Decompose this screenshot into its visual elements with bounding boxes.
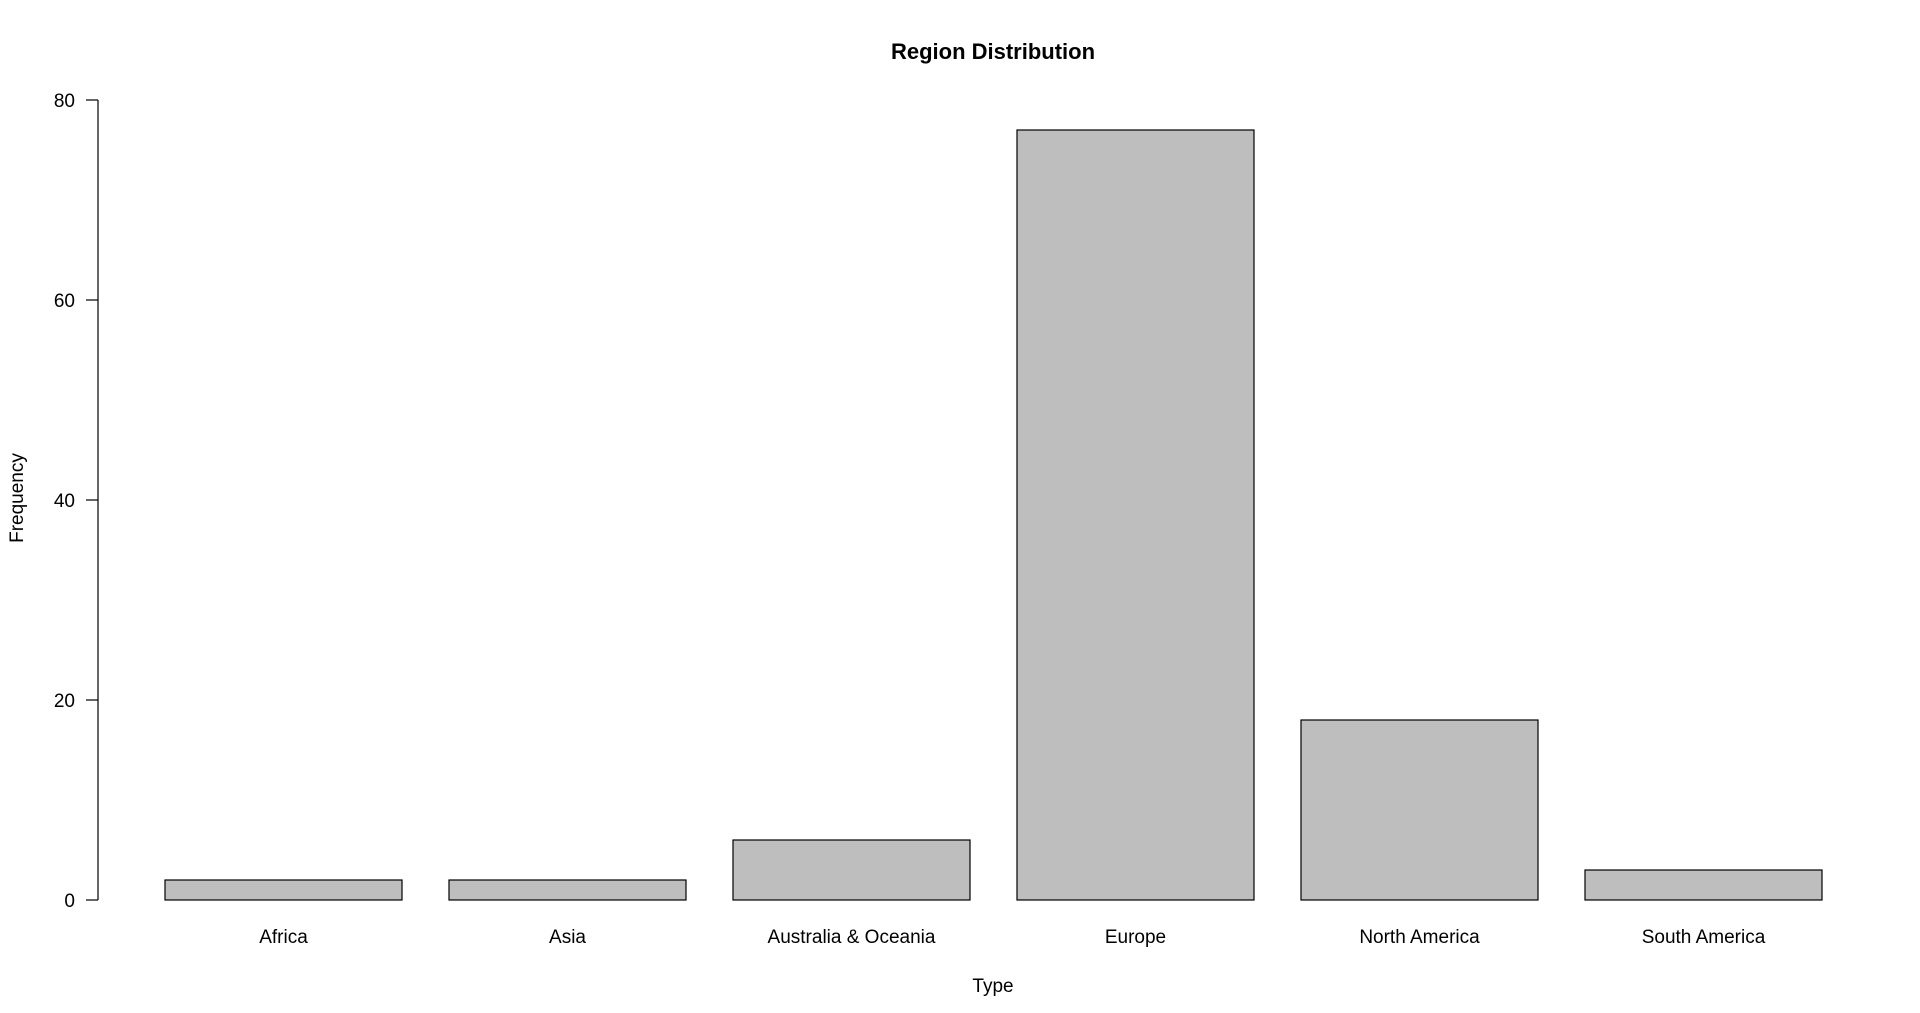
x-tick-label: Europe: [1105, 927, 1166, 948]
bar-europe: [1016, 129, 1255, 901]
x-axis-label: Type: [972, 976, 1013, 997]
x-tick-label: South America: [1642, 927, 1766, 948]
x-tick-label: Australia & Oceania: [768, 927, 936, 948]
x-tick-label: Asia: [549, 927, 586, 948]
y-tick-label: 80: [54, 91, 75, 112]
y-tick-label: 40: [54, 491, 75, 512]
x-tick-label: North America: [1359, 927, 1480, 948]
bar-south-america: [1584, 869, 1823, 901]
bar-asia: [448, 879, 687, 901]
bar-africa: [164, 879, 403, 901]
x-axis-tick-labels: Africa Asia Australia & Oceania Europe North…: [259, 927, 1765, 948]
y-tick-label: 0: [64, 891, 75, 912]
y-axis-label: Frequency: [7, 453, 28, 543]
chart-title: Region Distribution: [891, 39, 1095, 64]
y-tick-label: 60: [54, 291, 75, 312]
bar-north-america: [1300, 719, 1539, 901]
y-tick-label: 20: [54, 691, 75, 712]
x-tick-label: Africa: [259, 927, 308, 948]
bar-australia-oceania: [732, 839, 971, 901]
bars: [164, 129, 1823, 901]
y-axis-ticks: 0 20 40 60 80: [54, 91, 98, 912]
